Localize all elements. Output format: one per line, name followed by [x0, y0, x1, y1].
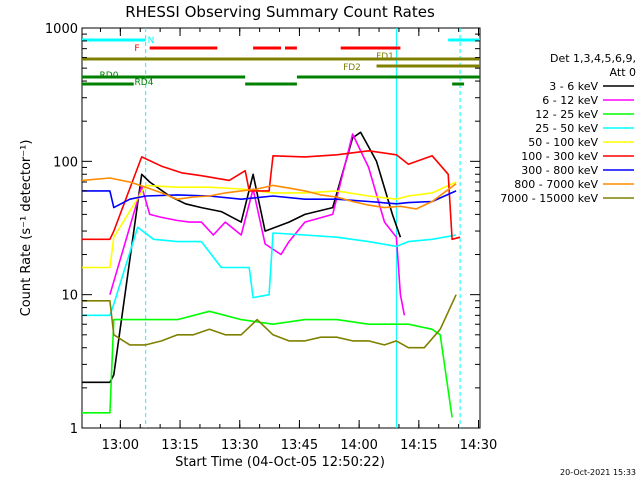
series-line-25-50-kev — [82, 226, 457, 317]
y-axis-label: Count Rate (s⁻¹ detector⁻¹) — [19, 140, 34, 317]
state-bar-label-f: F — [134, 44, 139, 54]
x-tick-label-3: 13:30 — [221, 438, 258, 453]
series-line-12-25-kev — [82, 310, 453, 418]
series-line-7000-15000-kev — [82, 294, 457, 349]
state-bar-label-rd4: RD4 — [135, 78, 154, 88]
chart-title: RHESSI Observing Summary Count Rates — [125, 3, 435, 21]
x-axis-ticks: 13:00 13:15 13:30 13:45 14:00 14:15 14:30 — [99, 28, 497, 453]
y-tick-label-1: 1 — [70, 422, 78, 437]
x-tick-label-5: 14:00 — [340, 438, 377, 453]
state-bar-label-n: N — [148, 36, 155, 46]
legend-label-7000-15000-kev: 7000 - 15000 keV — [500, 192, 598, 205]
plot-frame — [81, 27, 481, 429]
legend-label-100-300-kev: 100 - 300 keV — [521, 150, 598, 163]
state-bar-label-fd2: FD2 — [343, 63, 361, 73]
legend-label-3-6-kev: 3 - 6 keV — [549, 80, 598, 93]
y-tick-label-2: 10 — [61, 289, 78, 304]
state-bar-label-fd1: FD1 — [376, 52, 394, 62]
series-line-300-800-kev — [82, 190, 457, 209]
series-line-800-7000-kev — [81, 177, 457, 210]
series-line-50-100-kev — [82, 181, 457, 269]
x-tick-label-4: 13:45 — [281, 438, 318, 453]
series-line-100-300-kev — [82, 150, 461, 241]
legend-label-300-800-kev: 300 - 800 keV — [521, 164, 598, 177]
state-bar-label-rd0: RD0 — [100, 71, 119, 81]
y-axis-ticks: 1 10 100 1000 — [45, 22, 480, 437]
x-tick-label-7: 14:30 — [460, 438, 497, 453]
legend-label-800-7000-kev: 800 - 7000 keV — [514, 178, 598, 191]
x-axis-label: Start Time (04-Oct-05 12:50:22) — [175, 455, 385, 470]
timestamp: 20-Oct-2021 15:33 — [560, 468, 636, 477]
vertical-markers — [145, 28, 461, 428]
y-tick-label-3: 100 — [53, 155, 78, 170]
detector-info-line-2: Att 0 — [610, 66, 636, 79]
y-tick-label-4: 1000 — [45, 22, 78, 37]
x-tick-label-6: 14:15 — [400, 438, 437, 453]
state-bars: NF FD1 FD2 RD0 RD4 — [82, 36, 480, 88]
legend-label-6-12-kev: 6 - 12 keV — [542, 94, 598, 107]
detector-info-line-1: Det 1,3,4,5,6,9, — [550, 52, 636, 65]
x-tick-label-1: 13:00 — [102, 438, 139, 453]
legend-label-50-100-kev: 50 - 100 keV — [528, 136, 598, 149]
legend-label-25-50-kev: 25 - 50 keV — [535, 122, 598, 135]
series-line-6-12-kev — [109, 133, 406, 316]
x-tick-label-2: 13:15 — [161, 438, 198, 453]
series-lines — [81, 131, 461, 418]
legend-label-12-25-kev: 12 - 25 keV — [535, 108, 598, 121]
